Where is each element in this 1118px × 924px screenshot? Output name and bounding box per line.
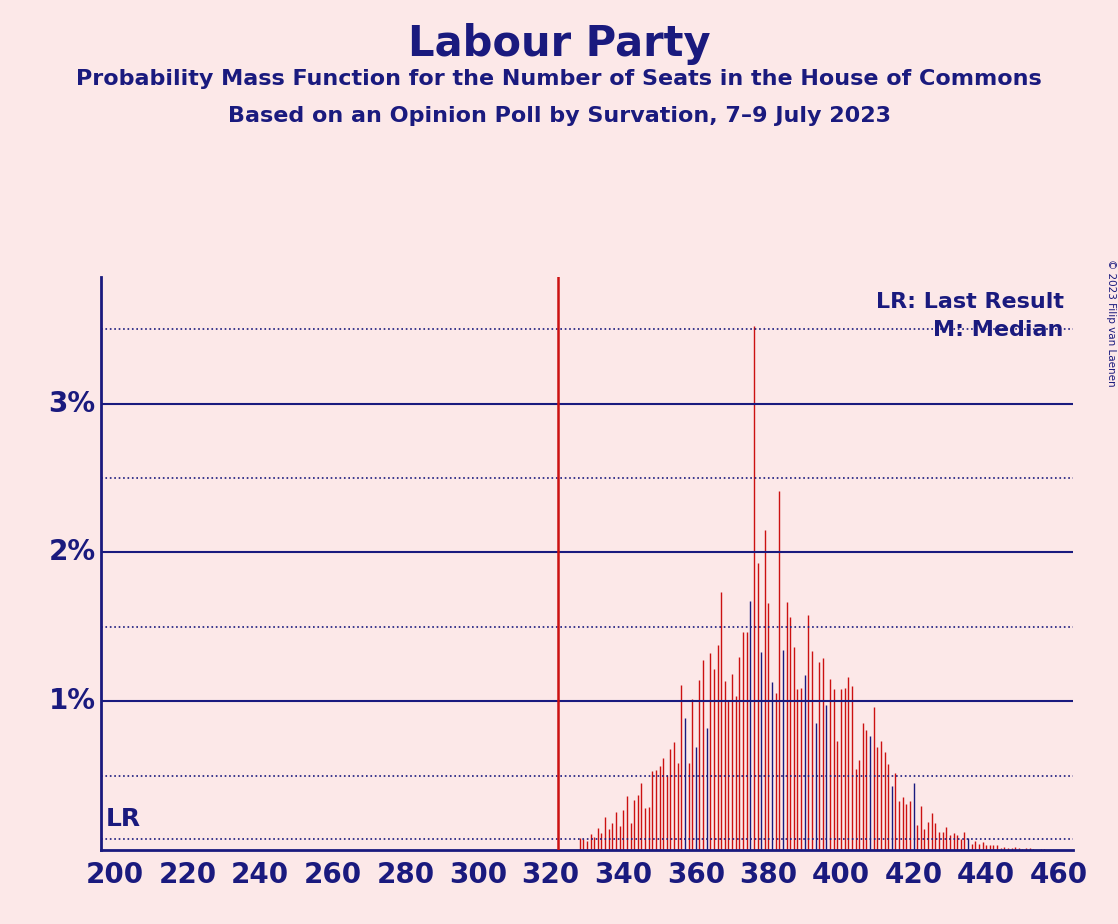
Text: 3%: 3% xyxy=(48,390,96,418)
Text: Probability Mass Function for the Number of Seats in the House of Commons: Probability Mass Function for the Number… xyxy=(76,69,1042,90)
Text: Labour Party: Labour Party xyxy=(408,23,710,65)
Text: Based on an Opinion Poll by Survation, 7–9 July 2023: Based on an Opinion Poll by Survation, 7… xyxy=(227,106,891,127)
Text: 1%: 1% xyxy=(49,687,96,715)
Text: M: Median: M: Median xyxy=(934,321,1063,340)
Text: LR: Last Result: LR: Last Result xyxy=(875,292,1063,311)
Text: © 2023 Filip van Laenen: © 2023 Filip van Laenen xyxy=(1106,259,1116,386)
Text: 2%: 2% xyxy=(48,539,96,566)
Text: LR: LR xyxy=(105,808,141,832)
